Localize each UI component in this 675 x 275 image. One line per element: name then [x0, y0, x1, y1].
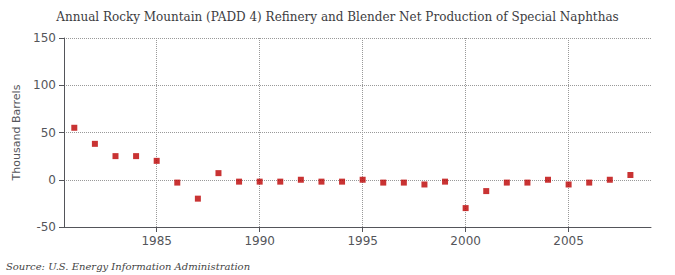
svg-text:2000: 2000	[450, 234, 481, 248]
svg-text:50: 50	[41, 126, 56, 140]
svg-text:Annual Rocky Mountain (PADD 4): Annual Rocky Mountain (PADD 4) Refinery …	[55, 10, 618, 24]
svg-text:-50: -50	[36, 220, 56, 234]
svg-text:Source: U.S. Energy Informatio: Source: U.S. Energy Information Administ…	[6, 261, 250, 272]
svg-text:100: 100	[33, 78, 56, 92]
svg-text:1995: 1995	[347, 234, 378, 248]
svg-text:0: 0	[48, 173, 56, 187]
svg-text:150: 150	[33, 31, 56, 45]
svg-text:1990: 1990	[244, 234, 275, 248]
svg-text:1985: 1985	[141, 234, 172, 248]
svg-text:2005: 2005	[553, 234, 584, 248]
svg-text:Thousand Barrels: Thousand Barrels	[10, 84, 23, 181]
